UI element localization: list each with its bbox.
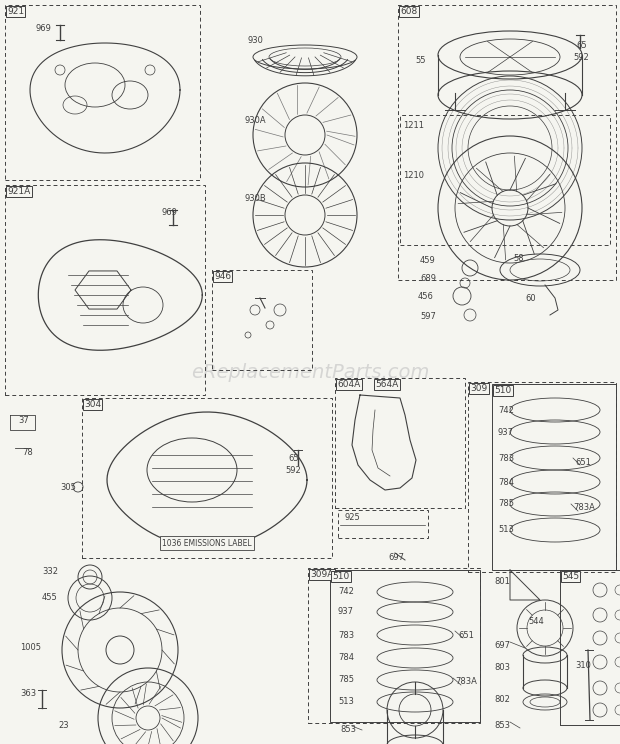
Text: 545: 545: [562, 572, 579, 581]
Text: 689: 689: [420, 274, 436, 283]
Text: 564A: 564A: [375, 380, 398, 389]
Text: 592: 592: [285, 466, 301, 475]
Text: 513: 513: [338, 698, 354, 707]
Text: 783A: 783A: [455, 678, 477, 687]
Text: 742: 742: [338, 588, 354, 597]
Bar: [338, 510, 428, 538]
Text: 309: 309: [470, 384, 487, 393]
Bar: [335, 378, 465, 508]
Text: 305: 305: [60, 484, 76, 493]
Text: 510: 510: [494, 386, 512, 395]
Text: 23: 23: [58, 720, 69, 730]
Text: 969: 969: [162, 208, 178, 217]
Bar: [5, 5, 200, 180]
Text: 363: 363: [20, 688, 36, 698]
Text: 310: 310: [575, 661, 591, 670]
Text: 60: 60: [525, 293, 536, 303]
Text: 513: 513: [498, 525, 514, 534]
Text: 459: 459: [420, 255, 436, 265]
Text: 697: 697: [388, 554, 404, 562]
Text: 1210: 1210: [403, 170, 424, 179]
Bar: [308, 568, 480, 723]
Text: 604A: 604A: [337, 380, 360, 389]
Text: 304: 304: [84, 400, 101, 409]
Text: 930B: 930B: [245, 193, 267, 202]
Text: 1005: 1005: [20, 644, 41, 652]
Bar: [560, 570, 620, 725]
Text: 1036 EMISSIONS LABEL: 1036 EMISSIONS LABEL: [162, 539, 252, 548]
Text: 597: 597: [420, 312, 436, 321]
Text: 937: 937: [498, 428, 514, 437]
Text: 78: 78: [22, 447, 33, 457]
Text: 58: 58: [513, 254, 524, 263]
Text: 969: 969: [35, 24, 51, 33]
Bar: [5, 185, 205, 395]
Text: 946: 946: [214, 272, 231, 281]
Text: 783A: 783A: [573, 504, 595, 513]
Text: 65: 65: [288, 454, 299, 463]
Text: 930A: 930A: [245, 115, 267, 124]
Text: 853: 853: [494, 720, 510, 730]
Text: 921A: 921A: [7, 187, 30, 196]
Text: 921: 921: [7, 7, 24, 16]
Text: 925: 925: [345, 513, 361, 522]
Text: 801: 801: [494, 577, 510, 586]
Text: 803: 803: [494, 664, 510, 673]
Text: 1211: 1211: [403, 121, 424, 129]
Text: 510: 510: [332, 572, 349, 581]
Text: 544: 544: [528, 618, 544, 626]
Text: 651: 651: [458, 630, 474, 640]
Text: eReplacementParts.com: eReplacementParts.com: [191, 362, 429, 382]
Text: 455: 455: [42, 594, 58, 603]
Text: 592: 592: [573, 53, 589, 62]
Bar: [398, 5, 616, 280]
Text: 783: 783: [498, 454, 514, 463]
Text: 742: 742: [498, 405, 514, 414]
Bar: [330, 570, 480, 722]
Text: 785: 785: [338, 676, 354, 684]
Bar: [82, 398, 332, 558]
Text: 802: 802: [494, 696, 510, 705]
Text: 853: 853: [340, 725, 356, 734]
Bar: [212, 270, 312, 370]
Text: 930: 930: [248, 36, 264, 45]
Text: 608: 608: [400, 7, 417, 16]
Bar: [492, 384, 616, 570]
Bar: [468, 382, 616, 572]
Bar: [400, 115, 610, 245]
Text: 651: 651: [575, 458, 591, 466]
Text: 784: 784: [498, 478, 514, 487]
Text: 456: 456: [418, 292, 434, 301]
Text: 65: 65: [576, 40, 587, 50]
Text: 784: 784: [338, 653, 354, 662]
Text: 55: 55: [415, 56, 425, 65]
Text: 309A: 309A: [310, 570, 334, 579]
Text: 697: 697: [494, 641, 510, 650]
Text: 783: 783: [338, 630, 354, 640]
Text: 37: 37: [18, 415, 29, 425]
Text: 332: 332: [42, 568, 58, 577]
Text: 937: 937: [338, 608, 354, 617]
Text: 785: 785: [498, 499, 514, 508]
